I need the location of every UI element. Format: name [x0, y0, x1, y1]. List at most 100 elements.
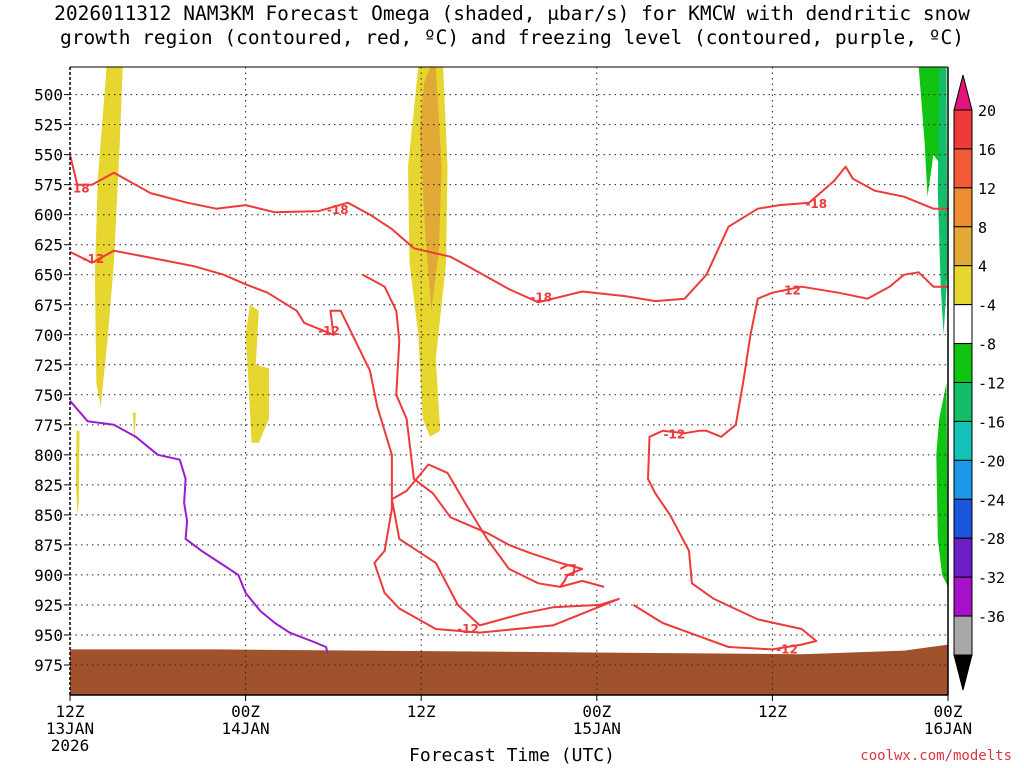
- y-tick-label: 650: [34, 266, 63, 285]
- contour-label: -12: [664, 427, 686, 441]
- dgz-contour-line: [559, 579, 605, 588]
- dgz-contour-line: [69, 154, 948, 304]
- x-tick-label: 00Z: [582, 702, 611, 721]
- contour-label: -12: [83, 252, 105, 266]
- colorbar-label: 4: [978, 258, 987, 276]
- colorbar-band: [953, 459, 973, 500]
- colorbar-band: [953, 382, 973, 422]
- contour-label: -12: [776, 642, 798, 656]
- colorbar-band: [953, 576, 973, 617]
- y-tick-label: 850: [34, 506, 63, 525]
- omega-region: [937, 67, 948, 335]
- omega-region: [918, 67, 944, 197]
- x-tick-label: 16JAN: [924, 719, 972, 738]
- colorbar-label: -24: [978, 491, 1005, 509]
- credit-text: coolwx.com/modelts: [860, 748, 1012, 764]
- colorbar-label: 12: [978, 180, 996, 198]
- omega-region: [245, 304, 269, 443]
- omega-region: [132, 412, 136, 443]
- x-tick-label: 2026: [51, 736, 90, 755]
- colorbar-label: 16: [978, 141, 996, 159]
- x-tick-label: 00Z: [231, 702, 260, 721]
- colorbar-label: 20: [978, 102, 996, 120]
- contour-label: -12: [457, 622, 479, 636]
- chart-title-line-2: growth region (contoured, red, ºC) and f…: [60, 26, 964, 49]
- grid-lines: [70, 67, 948, 695]
- y-tick-label: 725: [34, 356, 63, 375]
- terrain-surface: [70, 644, 948, 695]
- y-tick-label: 700: [34, 326, 63, 345]
- dgz-contour-line: [559, 564, 576, 576]
- y-tick-label: 675: [34, 296, 63, 315]
- contour-label: -18: [805, 197, 827, 211]
- plot-frame: [69, 66, 949, 696]
- colorbar-band: [953, 148, 973, 189]
- colorbar-band: [953, 420, 973, 461]
- colorbar-band: [953, 498, 973, 539]
- colorbar-band: [953, 187, 973, 228]
- y-tick-label: 875: [34, 536, 63, 555]
- y-tick-label: 775: [34, 416, 63, 435]
- colorbar-band: [953, 226, 973, 267]
- colorbar-label: -28: [978, 530, 1005, 548]
- x-tick-label: 12Z: [758, 702, 787, 721]
- dgz-contours: -18 -18 -18 -18 -12 -12 -12 -12 -12 -12: [68, 154, 948, 656]
- terrain-fill: [70, 644, 948, 695]
- colorbar-band: [953, 615, 973, 656]
- colorbar-label: 8: [978, 219, 987, 237]
- colorbar: 20 16 12 8 4 -4 -8 -12 -16 -20 -24 -28 -32 -36: [953, 74, 1005, 691]
- x-axis-label: Forecast Time (UTC): [409, 745, 615, 766]
- colorbar-label: -8: [978, 336, 996, 354]
- freezing-level-contour: [69, 400, 329, 654]
- colorbar-band: [953, 109, 973, 150]
- x-tick-label: 12Z: [407, 702, 436, 721]
- contour-label: -18: [68, 181, 90, 195]
- y-tick-label: 750: [34, 386, 63, 405]
- omega-region: [75, 430, 80, 515]
- y-tick-label: 600: [34, 206, 63, 225]
- contour-label: -18: [327, 203, 349, 217]
- colorbar-band: [953, 304, 973, 345]
- y-tick-label: 800: [34, 446, 63, 465]
- dgz-contour-line: [69, 249, 620, 634]
- y-tick-label: 950: [34, 626, 63, 645]
- colorbar-label: -36: [978, 608, 1005, 626]
- freezing-level-line: [69, 400, 329, 654]
- y-tick-label: 500: [34, 86, 63, 105]
- omega-region: [94, 67, 123, 407]
- colorbar-band: [953, 537, 973, 578]
- x-tick-label: 12Z: [56, 702, 85, 721]
- omega-region: [419, 67, 442, 311]
- colorbar-label: -16: [978, 413, 1005, 431]
- colorbar-label: -12: [978, 375, 1005, 393]
- colorbar-label: -32: [978, 569, 1005, 587]
- x-tick-label: 14JAN: [222, 719, 270, 738]
- colorbar-band: [953, 265, 973, 306]
- dgz-contour-line: [632, 271, 948, 651]
- colorbar-label: -20: [978, 452, 1005, 470]
- y-tick-label: 925: [34, 596, 63, 615]
- colorbar-bottom-arrow: [953, 654, 973, 691]
- y-tick-label: 825: [34, 476, 63, 495]
- x-tick-label: 13JAN: [46, 719, 94, 738]
- colorbar-label: -4: [978, 297, 996, 315]
- x-tick-label: 00Z: [934, 702, 963, 721]
- contour-label: -12: [779, 283, 801, 297]
- x-tick-label: 15JAN: [573, 719, 621, 738]
- y-tick-label: 900: [34, 566, 63, 585]
- chart-title: 2026011312 NAM3KM Forecast Omega (shaded…: [0, 2, 1024, 50]
- contour-label: -12: [318, 324, 340, 338]
- y-tick-label: 550: [34, 146, 63, 165]
- omega-region: [936, 382, 948, 587]
- y-axis-ticks: 500 525 550 575 600 625 650 675 700 725 750 775 800 8…: [34, 86, 70, 675]
- colorbar-top-arrow: [953, 74, 973, 111]
- y-tick-label: 525: [34, 116, 63, 135]
- y-tick-label: 975: [34, 656, 63, 675]
- chart-title-line-1: 2026011312 NAM3KM Forecast Omega (shaded…: [54, 2, 970, 25]
- y-tick-label: 625: [34, 236, 63, 255]
- colorbar-band: [953, 343, 973, 384]
- contour-label: -18: [530, 291, 552, 305]
- y-tick-label: 575: [34, 176, 63, 195]
